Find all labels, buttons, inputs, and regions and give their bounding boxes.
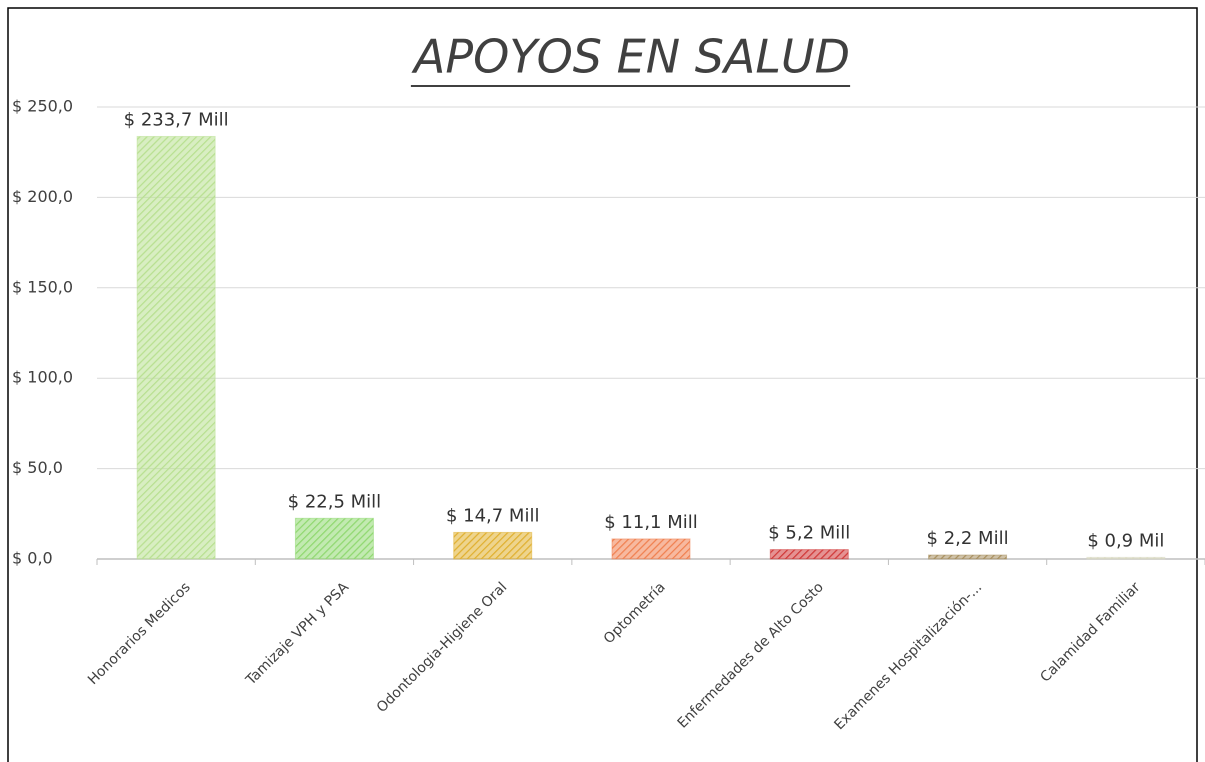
y-tick-label: $ 0,0	[12, 549, 53, 568]
data-label: $ 22,5 Mill	[288, 491, 382, 512]
y-tick-label: $ 150,0	[12, 277, 73, 296]
bar	[928, 554, 1008, 560]
data-label: $ 11,1 Mill	[604, 512, 698, 533]
bar	[769, 549, 849, 560]
bar	[294, 517, 374, 560]
bar	[611, 538, 691, 560]
bar	[1086, 556, 1166, 560]
frame	[7, 7, 1198, 762]
data-label: $ 5,2 Mill	[768, 523, 850, 544]
bar	[136, 135, 216, 560]
y-tick-label: $ 50,0	[12, 458, 63, 477]
y-tick-label: $ 100,0	[12, 368, 73, 387]
data-label: $ 233,7 Mill	[124, 109, 229, 130]
bar	[453, 531, 533, 560]
data-label: $ 0,9 Mil	[1087, 530, 1164, 551]
y-tick-label: $ 250,0	[12, 97, 73, 116]
data-label: $ 14,7 Mill	[446, 505, 540, 526]
y-tick-label: $ 200,0	[12, 187, 73, 206]
data-label: $ 2,2 Mill	[927, 528, 1009, 549]
chart-title: APOYOS EN SALUD	[411, 30, 850, 84]
